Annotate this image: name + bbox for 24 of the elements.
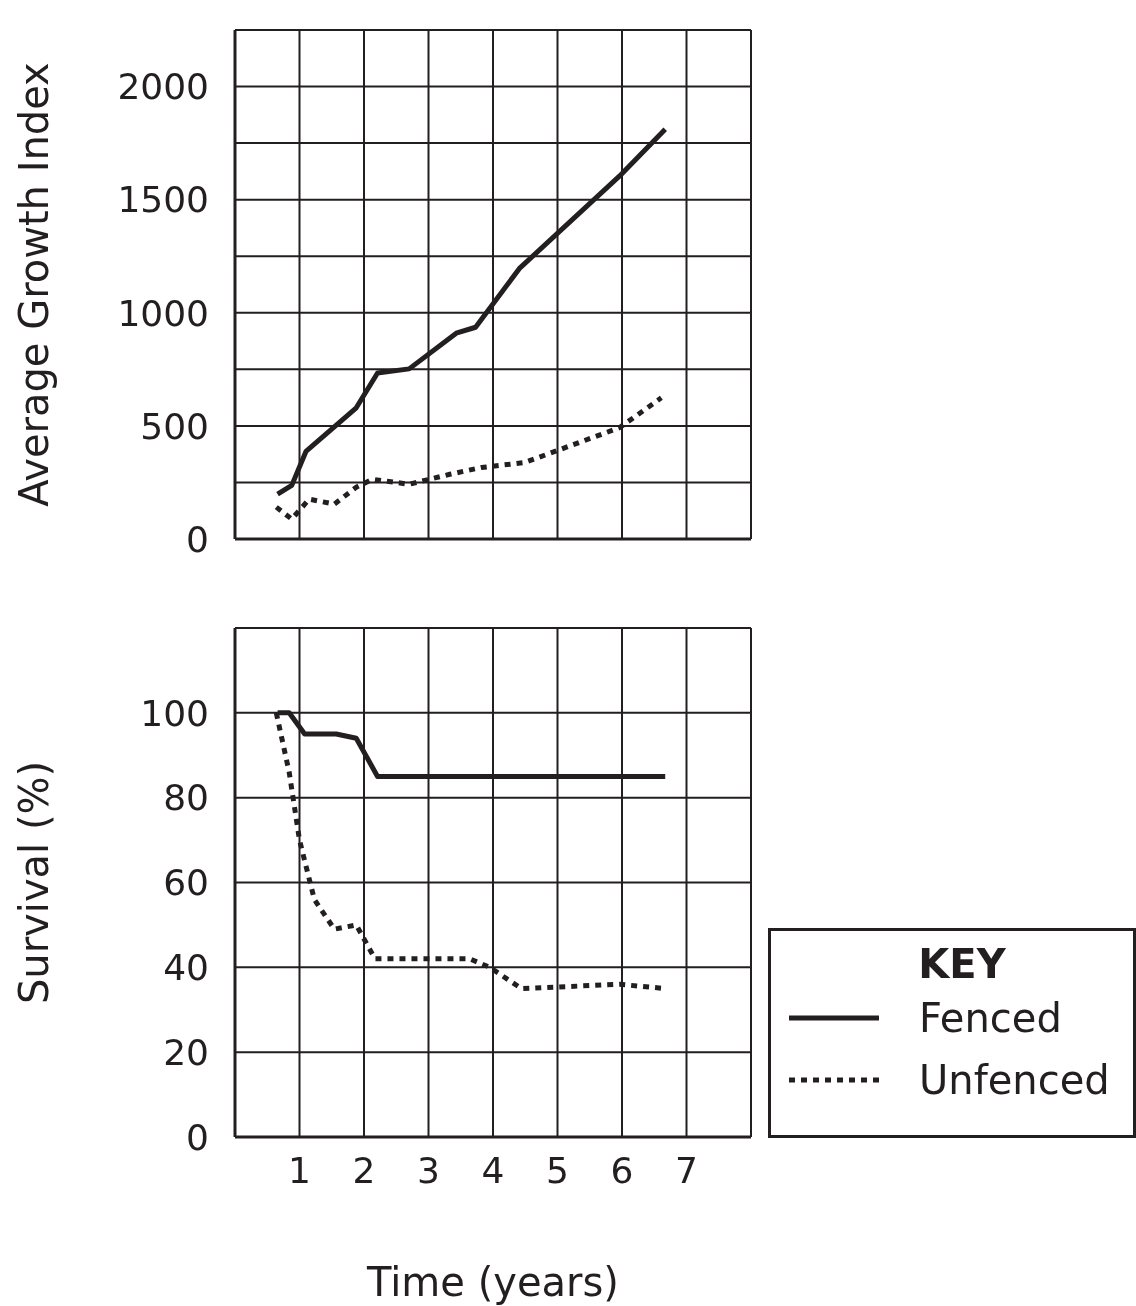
legend-label: Unfenced [919,1057,1110,1103]
y-axis-title: Survival (%) [11,760,58,1005]
x-tick-label: 2 [352,1149,376,1191]
x-tick-label: 1 [288,1149,311,1191]
y-axis-title: Average Growth Index [11,62,58,507]
y-tick-label: 100 [140,692,209,734]
y-tick-label: 0 [186,1116,209,1158]
y-tick-label: 1000 [117,292,209,334]
x-tick-label: 6 [610,1149,634,1191]
legend-label: Fenced [919,995,1062,1041]
y-tick-label: 1500 [117,179,209,221]
x-axis-title: Time (years) [366,1259,619,1305]
y-tick-label: 500 [140,405,209,447]
y-tick-label: 40 [163,947,209,989]
x-tick-label: 7 [675,1149,698,1191]
x-tick-label: 4 [481,1149,505,1191]
y-tick-label: 2000 [117,66,209,108]
y-tick-label: 60 [163,862,209,904]
y-tick-label: 20 [163,1031,209,1073]
x-tick-label: 5 [546,1149,569,1191]
y-tick-label: 0 [186,518,209,560]
y-tick-label: 80 [163,777,209,819]
x-tick-label: 3 [417,1149,440,1191]
legend-title: KEY [917,941,1007,987]
